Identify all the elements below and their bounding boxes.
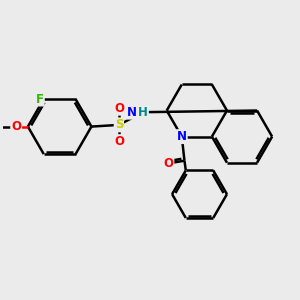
Text: H: H: [138, 106, 148, 119]
Text: F: F: [36, 93, 44, 106]
Text: O: O: [11, 120, 21, 133]
Text: N: N: [177, 130, 187, 143]
Text: O: O: [164, 157, 173, 170]
Text: S: S: [115, 118, 123, 131]
Text: O: O: [114, 102, 124, 115]
Text: O: O: [114, 135, 124, 148]
Text: N: N: [127, 106, 137, 119]
